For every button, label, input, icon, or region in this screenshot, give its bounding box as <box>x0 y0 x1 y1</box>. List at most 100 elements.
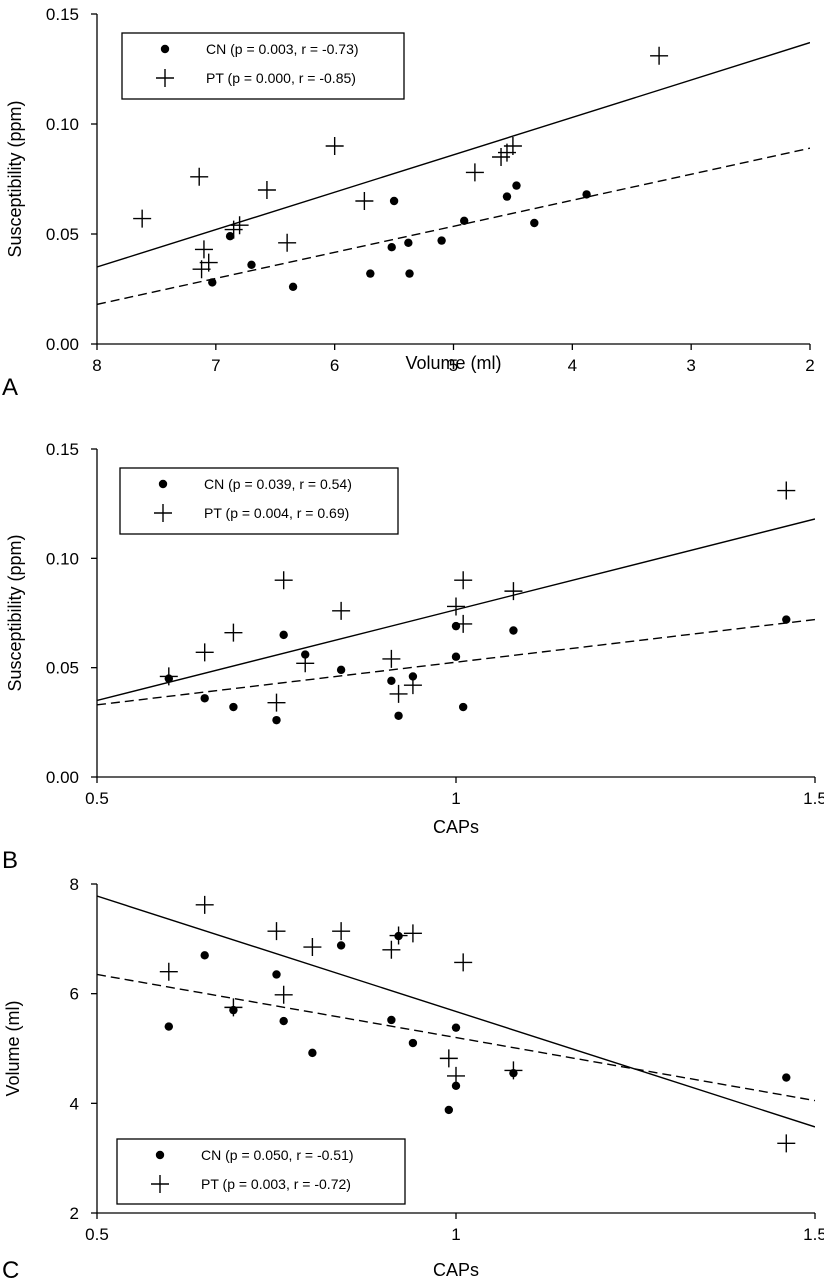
data-point-pt <box>382 649 401 668</box>
data-point-cn <box>458 702 468 712</box>
data-point-pt <box>224 623 243 642</box>
y-tick-label: 4 <box>70 1094 79 1113</box>
data-point-pt <box>296 654 315 673</box>
legend-marker <box>155 1150 165 1160</box>
data-point-pt <box>194 240 213 259</box>
legend-marker <box>158 479 168 489</box>
legend-marker <box>156 69 174 87</box>
data-point-cn <box>394 711 403 720</box>
data-point-pt <box>454 953 473 972</box>
legend-box <box>116 1138 406 1205</box>
x-axis-label: CAPs <box>433 1260 479 1280</box>
data-point-cn <box>509 626 518 635</box>
data-point-pt <box>332 601 351 620</box>
data-point-cn <box>459 216 469 225</box>
chart-panel-b: 0.5 1 1.5 0.00 0.05 0.10 0.15 CAPs Susceptibilit… <box>2 440 824 874</box>
data-point-cn <box>387 1015 396 1025</box>
data-point-cn <box>530 218 539 228</box>
data-point-pt <box>199 253 218 272</box>
data-point-cn <box>279 1016 288 1026</box>
x-axis-label: CAPs <box>433 817 479 837</box>
y-tick-label: 0.10 <box>46 549 79 568</box>
x-tick-label: 1 <box>451 1225 460 1244</box>
data-point-cn <box>451 1023 461 1032</box>
legend-entry: PT (p = 0.003, r = -0.72) <box>201 1176 351 1192</box>
legend-entry: PT (p = 0.004, r = 0.69) <box>204 505 349 521</box>
data-point-pt <box>303 938 322 957</box>
x-tick-label: 7 <box>211 356 220 375</box>
data-point-cn <box>502 192 512 201</box>
data-point-cn <box>200 951 209 960</box>
x-tick-label: 0.5 <box>85 1225 109 1244</box>
legend-box <box>121 32 405 100</box>
data-point-pt <box>133 209 152 228</box>
data-point-pt <box>504 582 523 601</box>
data-point-pt <box>650 46 669 65</box>
x-tick-label: 2 <box>805 356 814 375</box>
data-point-cn <box>279 630 288 640</box>
data-point-cn <box>437 236 446 245</box>
data-point-pt <box>403 924 422 943</box>
data-point-pt <box>195 643 214 662</box>
data-point-pt <box>389 926 408 945</box>
x-tick-label: 1.5 <box>803 789 824 808</box>
data-point-cn <box>451 1081 461 1090</box>
x-tick-label: 5 <box>449 356 458 375</box>
data-point-cn <box>387 676 396 685</box>
y-tick-label: 0.10 <box>46 115 79 134</box>
y-tick-label: 0.00 <box>46 768 79 787</box>
y-tick-label: 6 <box>70 985 79 1004</box>
data-point-pt <box>274 571 293 590</box>
legend-marker <box>154 504 172 522</box>
data-point-cn <box>582 190 591 199</box>
y-axis-label: Volume (ml) <box>3 1000 23 1096</box>
data-point-cn <box>200 694 209 703</box>
fit-line-pt <box>97 41 810 268</box>
data-point-pt <box>230 216 249 235</box>
fit-line-cn <box>97 147 810 306</box>
data-point-pt <box>257 181 276 199</box>
data-point-pt <box>224 998 243 1017</box>
data-point-pt <box>465 163 484 182</box>
legend-entry: CN (p = 0.039, r = 0.54) <box>204 476 352 492</box>
y-tick-label: 0.05 <box>46 225 79 244</box>
data-point-cn <box>336 665 346 675</box>
y-tick-label: 8 <box>70 875 79 894</box>
panel-label: B <box>2 847 18 874</box>
data-point-pt <box>777 481 796 500</box>
data-point-pt <box>439 1049 458 1068</box>
y-tick-label: 2 <box>70 1204 79 1223</box>
fit-line-cn <box>97 618 815 706</box>
x-tick-label: 3 <box>686 356 695 375</box>
data-point-pt <box>777 1134 796 1153</box>
legend-entry: CN (p = 0.050, r = -0.51) <box>201 1147 354 1163</box>
data-point-cn <box>782 615 791 624</box>
data-point-pt <box>195 895 214 914</box>
data-point-cn <box>782 1073 791 1082</box>
data-point-pt <box>503 137 522 155</box>
y-axis-label: Susceptibility (ppm) <box>5 534 25 691</box>
data-point-cn <box>444 1105 454 1115</box>
data-point-cn <box>512 181 521 190</box>
data-point-pt <box>447 597 465 616</box>
data-point-pt <box>267 922 286 941</box>
y-tick-label: 0.15 <box>46 440 79 459</box>
chart-panel-a: 8 7 6 5 4 3 2 0.00 0.05 0.10 0.15 Volume (ml) Suscep… <box>2 5 815 401</box>
data-point-pt <box>382 940 401 959</box>
legend-marker <box>151 1175 169 1193</box>
data-point-pt <box>325 137 344 155</box>
legend-box <box>119 467 399 535</box>
data-point-cn <box>272 970 281 979</box>
data-point-cn <box>308 1048 317 1058</box>
data-point-cn <box>451 621 461 631</box>
data-point-cn <box>247 260 256 269</box>
data-point-cn <box>288 282 298 291</box>
data-point-pt <box>454 614 473 633</box>
x-tick-label: 6 <box>330 356 339 375</box>
x-tick-label: 8 <box>92 356 101 375</box>
data-point-cn <box>272 715 281 725</box>
data-point-cn <box>405 269 414 278</box>
data-point-cn <box>408 1038 418 1048</box>
x-tick-label: 0.5 <box>85 789 109 808</box>
